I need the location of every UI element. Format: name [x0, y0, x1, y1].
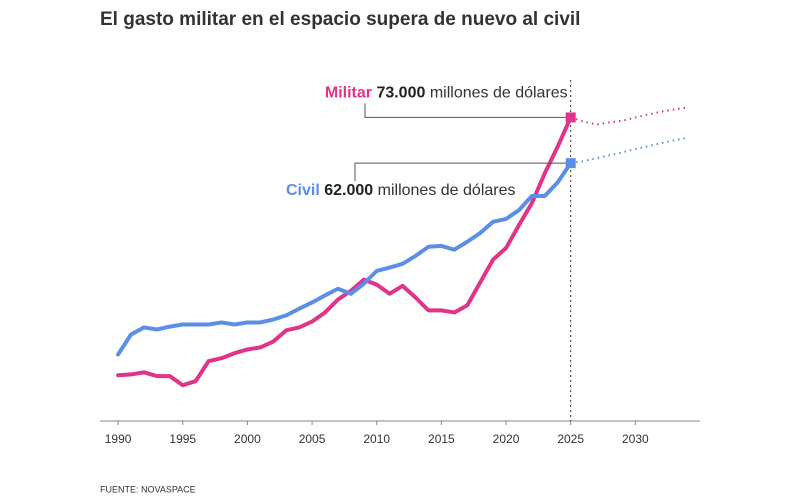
chart-title: El gasto militar en el espacio supera de…: [100, 9, 580, 30]
annotation-connector: [354, 162, 566, 182]
annotation-name: Militar: [325, 85, 372, 102]
x-tick-label: 2015: [428, 432, 455, 446]
series-line: [116, 161, 573, 357]
annotation-text: millones de dólares: [378, 182, 516, 199]
annotation-marker: [565, 158, 576, 169]
projection-line: [570, 106, 688, 126]
annotation-label: Civil 62.000 millones de dólares: [286, 182, 516, 199]
x-tick-label: 2020: [493, 432, 520, 446]
annotation-connector: [364, 103, 566, 118]
series-line: [116, 115, 573, 388]
annotation-text: millones de dólares: [430, 85, 568, 102]
annotation-label: Militar 73.000 millones de dólares: [325, 85, 568, 102]
x-tick-label: 1990: [105, 432, 132, 446]
annotation-value: 62.000: [324, 182, 373, 199]
x-tick-label: 2030: [622, 432, 649, 446]
x-tick-label: 2025: [557, 432, 584, 446]
annotation-name: Civil: [286, 182, 320, 199]
x-tick-label: 2010: [363, 432, 390, 446]
annotation-value: 73.000: [376, 85, 425, 102]
projection-line: [570, 136, 688, 165]
source: FUENTE: NOVASPACE: [100, 484, 196, 494]
x-tick-label: 2005: [299, 432, 326, 446]
x-tick-label: 2000: [234, 432, 261, 446]
annotation-marker: [565, 112, 576, 123]
x-tick-label: 1995: [169, 432, 196, 446]
